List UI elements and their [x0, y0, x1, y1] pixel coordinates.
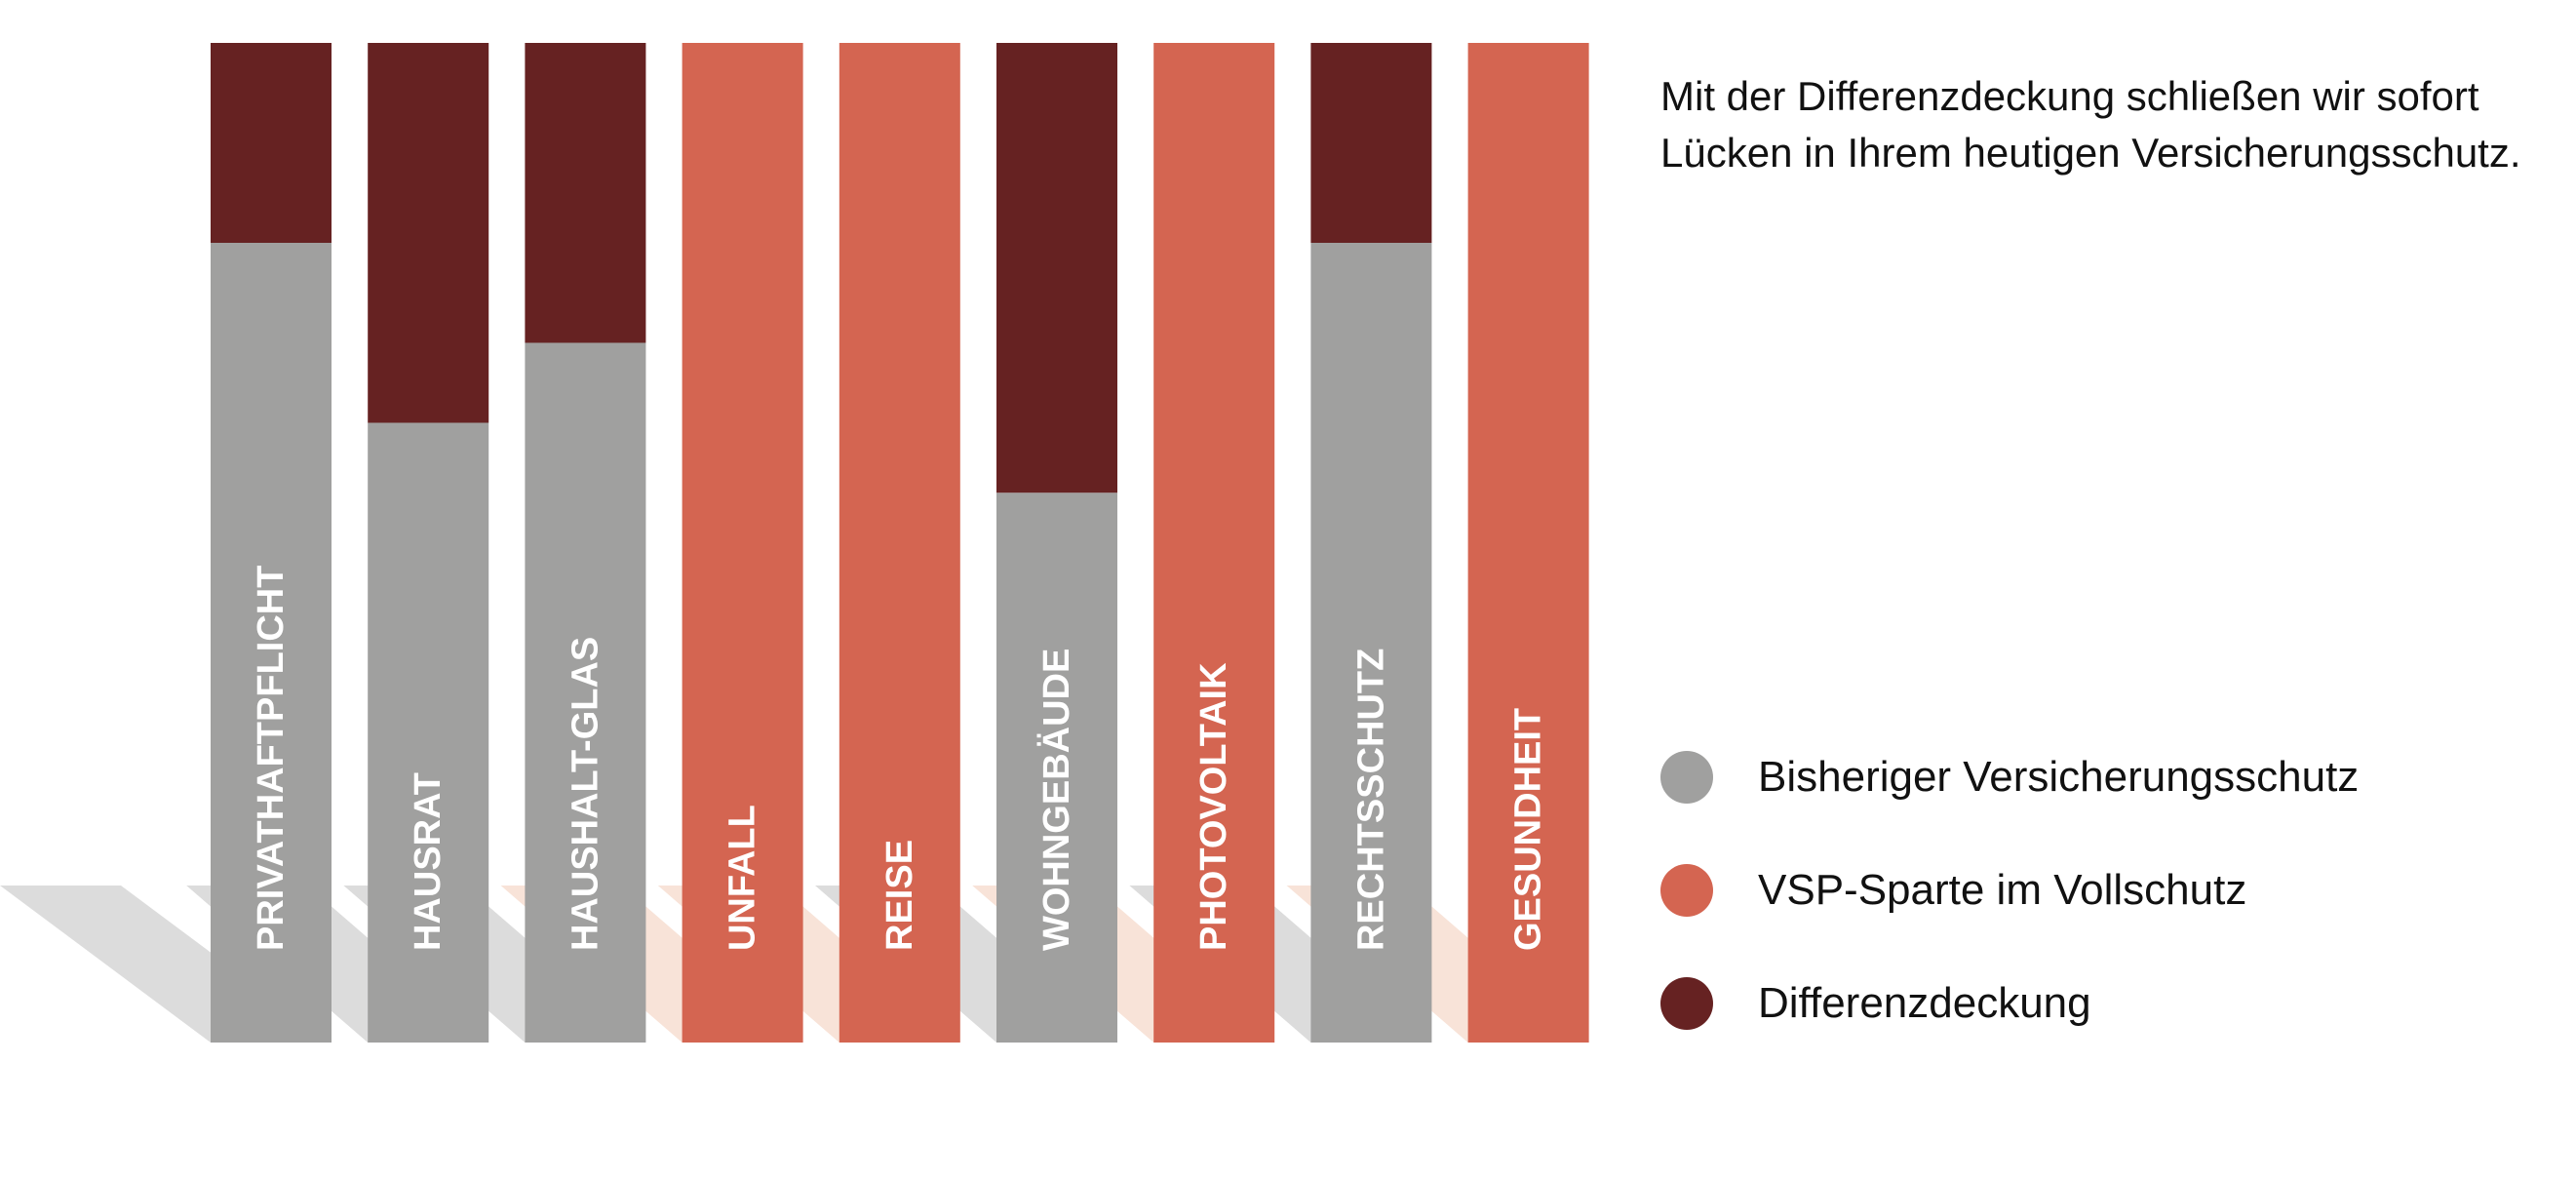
legend-swatch-differenz	[1660, 977, 1713, 1030]
legend-label: Differenzdeckung	[1758, 979, 2091, 1027]
bar-segment-differenz-hausrat	[368, 43, 489, 423]
legend-label: Bisheriger Versicherungsschutz	[1758, 753, 2360, 801]
bar-segment-vollschutz-reise	[839, 43, 960, 1043]
legend-swatch-bisheriger	[1660, 751, 1713, 804]
bar-segment-vollschutz-gesundheit	[1467, 43, 1589, 1043]
bar-segment-differenz-wohngebäude	[996, 43, 1117, 493]
legend-label: VSP-Sparte im Vollschutz	[1758, 866, 2247, 914]
legend-swatch-vollschutz	[1660, 864, 1713, 917]
bar-segment-bisheriger-rechtsschutz	[1310, 243, 1432, 1043]
category-label-privathaftpflicht: PRIVATHAFTPFLICHT	[251, 566, 292, 951]
legend: Bisheriger Versicherungsschutz VSP-Spart…	[1660, 751, 2359, 1090]
category-label-photovoltaik: PHOTOVOLTAIK	[1193, 662, 1234, 951]
bars	[211, 43, 1589, 1043]
legend-item-vollschutz: VSP-Sparte im Vollschutz	[1660, 864, 2359, 917]
category-label-reise: REISE	[879, 840, 920, 951]
bar-segment-bisheriger-wohngebäude	[996, 492, 1117, 1043]
category-label-unfall: UNFALL	[722, 805, 763, 951]
legend-item-differenz: Differenzdeckung	[1660, 977, 2359, 1030]
bar-segment-differenz-rechtsschutz	[1310, 43, 1432, 243]
category-label-rechtsschutz: RECHTSSCHUTZ	[1350, 649, 1391, 951]
category-label-wohngebäude: WOHNGEBÄUDE	[1035, 649, 1077, 951]
category-label-haushalt-glas: HAUSHALT-GLAS	[565, 637, 605, 951]
bar-segment-vollschutz-photovoltaik	[1153, 43, 1275, 1043]
bar-segment-bisheriger-hausrat	[368, 422, 489, 1043]
category-labels: PRIVATHAFTPFLICHT HAUSRAT HAUSHALT-GLAS UNF…	[251, 566, 1549, 951]
bar-segment-vollschutz-unfall	[682, 43, 803, 1043]
intro-text: Mit der Differenzdeckung schließen wir s…	[1660, 73, 2521, 176]
category-label-gesundheit: GESUNDHEIT	[1508, 708, 1549, 951]
legend-item-bisheriger: Bisheriger Versicherungsschutz	[1660, 751, 2359, 804]
bar-segment-differenz-privathaftpflicht	[211, 43, 332, 243]
category-label-hausrat: HAUSRAT	[408, 772, 449, 951]
bar-segment-bisheriger-privathaftpflicht	[211, 243, 332, 1043]
bar-segment-differenz-haushalt-glas	[525, 43, 646, 343]
bar-segment-bisheriger-haushalt-glas	[525, 342, 646, 1043]
